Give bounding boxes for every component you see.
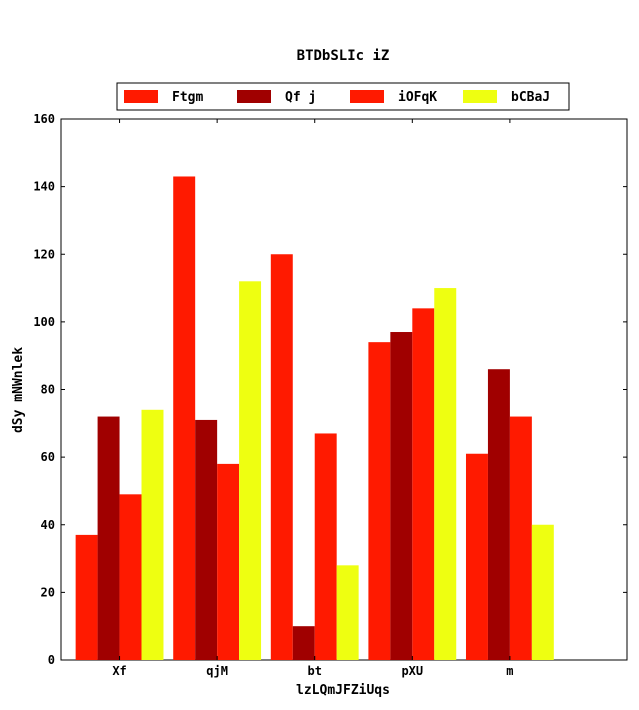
x-tick-label: pXU [401, 664, 423, 678]
bar-bt-bCBaJ [336, 565, 359, 660]
chart-title: BTDbSLIc iZ [297, 48, 390, 64]
bar-bt-Qf-j [292, 626, 315, 660]
legend-label: Qf j [285, 90, 316, 105]
x-tick-label: Xf [112, 664, 126, 678]
y-tick-label: 120 [33, 247, 55, 261]
y-tick-label: 160 [33, 112, 55, 126]
bar-m-bCBaJ [531, 524, 554, 660]
axis-ticks [61, 118, 627, 661]
y-tick-label: 140 [33, 180, 55, 194]
bar-qjM-bCBaJ [239, 281, 262, 660]
x-tick-label: m [506, 664, 513, 678]
bar-m-iOFqK [509, 416, 532, 660]
y-tick-label: 60 [41, 450, 55, 464]
legend-label: bCBaJ [511, 90, 550, 105]
bar-Xf-bCBaJ [141, 409, 164, 660]
legend-swatch [237, 90, 271, 103]
y-tick-labels: 0 20 40 60 80 100 120 140 160 [33, 112, 55, 667]
bar-pXU-Ftgm [368, 342, 391, 660]
bar-qjM-Ftgm [173, 176, 196, 661]
y-tick-label: 0 [48, 653, 55, 667]
bar-qjM-Qf-j [195, 419, 218, 660]
legend-swatch [350, 90, 384, 103]
bar-bt-iOFqK [314, 433, 337, 660]
legend-label: Ftgm [172, 90, 203, 105]
bar-pXU-bCBaJ [434, 288, 457, 660]
bars [75, 176, 554, 661]
bar-Xf-Ftgm [75, 534, 98, 660]
x-tick-label: bt [307, 664, 321, 678]
bar-Xf-iOFqK [119, 494, 142, 660]
legend: Ftgm Qf j iOFqK bCBaJ [116, 82, 570, 111]
bar-m-Ftgm [465, 453, 488, 660]
x-axis-label: lzLQmJFZiUqs [296, 683, 390, 698]
y-tick-label: 100 [33, 315, 55, 329]
bar-pXU-iOFqK [412, 308, 435, 660]
bar-m-Qf-j [487, 369, 510, 660]
bar-pXU-Qf-j [390, 332, 413, 660]
legend-label: iOFqK [398, 90, 437, 105]
y-tick-label: 20 [41, 585, 55, 599]
bar-bt-Ftgm [270, 254, 293, 660]
x-tick-labels: Xf qjM bt pXU m [112, 664, 513, 678]
y-tick-label: 40 [41, 518, 55, 532]
legend-swatch [124, 90, 158, 103]
y-tick-label: 80 [41, 383, 55, 397]
y-axis-label: dSy mNWnlek [11, 347, 26, 433]
legend-swatch [463, 90, 497, 103]
bar-Xf-Qf-j [97, 416, 120, 660]
bar-qjM-iOFqK [217, 463, 240, 660]
x-tick-label: qjM [206, 664, 228, 678]
